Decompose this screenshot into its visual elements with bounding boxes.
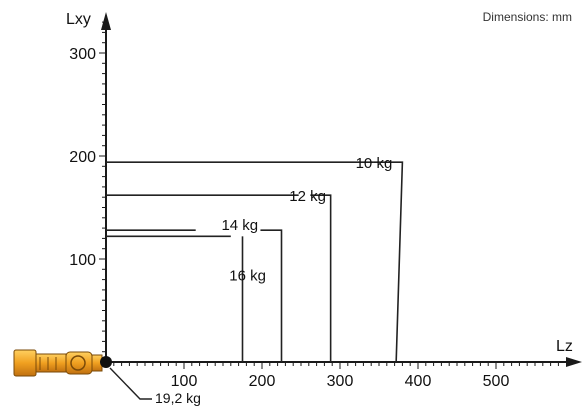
x-tick-label: 300: [327, 373, 354, 390]
x-tick-label: 400: [405, 373, 432, 390]
x-tick-label: 100: [171, 373, 198, 390]
robot-arm-icon: [13, 349, 103, 377]
origin-leader-line: [109, 367, 152, 400]
origin-label: 19,2 kg: [155, 390, 201, 406]
series-line: [310, 194, 332, 362]
series-label: 16 kg: [229, 267, 266, 284]
y-axis-arrow: [101, 12, 111, 30]
y-tick-label: 100: [69, 252, 96, 269]
series-line: [373, 161, 404, 363]
y-tick-label: 300: [69, 46, 96, 63]
series-label: 10 kg: [356, 155, 393, 172]
series-label: 12 kg: [289, 188, 326, 205]
x-tick-label: 500: [483, 373, 510, 390]
y-tick-label: 200: [69, 149, 96, 166]
x-tick-label: 200: [249, 373, 276, 390]
y-axis-label: Lxy: [66, 11, 91, 28]
origin-marker: [100, 356, 112, 368]
series-label: 14 kg: [221, 217, 258, 234]
x-axis-arrow: [566, 357, 582, 367]
dimensions-note: Dimensions: mm: [482, 10, 572, 24]
x-axis-label: Lz: [556, 338, 573, 355]
series-line: [260, 229, 283, 362]
